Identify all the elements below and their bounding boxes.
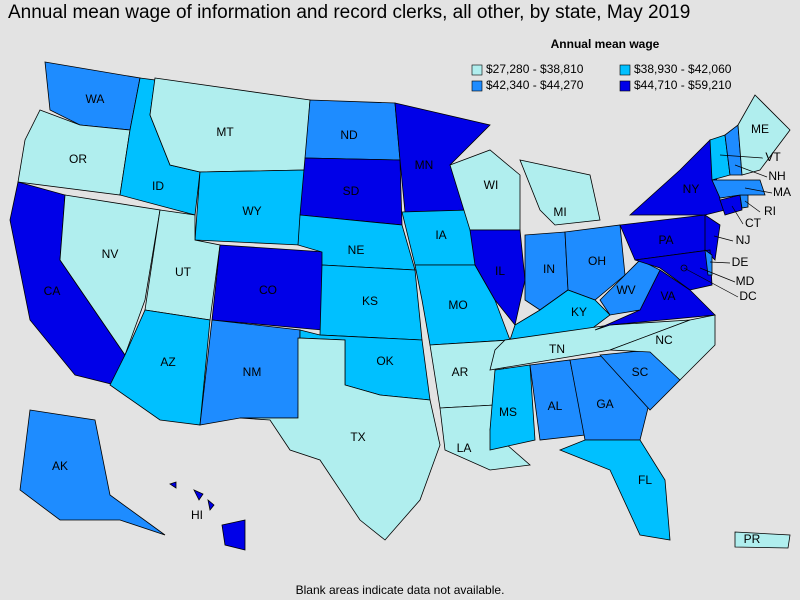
legend-swatch — [619, 64, 631, 76]
state-shape — [193, 489, 204, 501]
state-label: VT — [765, 150, 781, 164]
state-shape — [609, 314, 716, 381]
state-label: MA — [773, 185, 791, 199]
state-label: WV — [616, 283, 635, 297]
state-shape — [734, 531, 791, 549]
leader-line — [744, 200, 761, 213]
state-label: CA — [44, 284, 61, 298]
legend-label: $27,280 - $38,810 — [486, 62, 584, 76]
state-label: WY — [242, 204, 261, 218]
state-shape — [711, 179, 766, 199]
legend-title: Annual mean wage — [551, 37, 660, 51]
leader-line — [734, 164, 768, 178]
footnote: Blank areas indicate data not available. — [296, 583, 505, 597]
state-label: IA — [435, 228, 446, 242]
state-label: UT — [175, 265, 192, 279]
state-label: AZ — [160, 355, 175, 369]
state-label: WA — [86, 92, 105, 106]
state-label: PA — [658, 233, 673, 247]
legend-swatch — [619, 80, 631, 92]
state-label: FL — [638, 473, 652, 487]
state-label: KS — [362, 294, 378, 308]
state-label: OR — [69, 152, 87, 166]
leader-line — [744, 187, 773, 194]
state-label: SC — [632, 365, 649, 379]
state-label: IL — [495, 264, 505, 278]
state-label: MD — [736, 274, 755, 288]
map-title: Annual mean wage of information and reco… — [8, 2, 690, 23]
state-label: NY — [683, 182, 700, 196]
state-shape — [719, 194, 743, 216]
legend-label: $38,930 - $42,060 — [634, 62, 732, 76]
state-label: VA — [660, 289, 675, 303]
state-label: NE — [348, 243, 365, 257]
state-label: DE — [732, 255, 749, 269]
legend-swatch — [471, 64, 483, 76]
state-label: MN — [415, 158, 434, 172]
state-label: MS — [499, 405, 517, 419]
state-shape — [599, 259, 661, 316]
state-label: MI — [553, 205, 566, 219]
state-label: TN — [549, 342, 565, 356]
state-label: ND — [340, 128, 358, 142]
state-label: HI — [191, 508, 203, 522]
state-label: NM — [243, 365, 262, 379]
state-shape — [558, 439, 671, 541]
state-shape — [489, 364, 536, 451]
leader-line — [719, 154, 764, 159]
state-label: ME — [751, 122, 769, 136]
state-label: IN — [543, 262, 555, 276]
state-label: NJ — [736, 233, 751, 247]
state-label: NV — [102, 247, 119, 261]
state-label: CT — [745, 216, 762, 230]
state-label: MT — [216, 125, 234, 139]
state-label: LA — [457, 441, 472, 455]
leader-line — [683, 267, 739, 298]
state-label: AK — [52, 459, 68, 473]
legend-label: $44,710 - $59,210 — [634, 78, 732, 92]
state-shape — [634, 249, 713, 291]
state-shape — [564, 224, 626, 301]
state-shape — [59, 194, 161, 356]
legend-label: $42,340 - $44,270 — [486, 78, 584, 92]
state-label: WI — [484, 178, 499, 192]
state-label: NH — [768, 169, 785, 183]
state-shape — [704, 249, 713, 276]
leader-line — [731, 205, 744, 225]
state-label: RI — [764, 204, 776, 218]
state-label: OK — [376, 354, 393, 368]
state-label: ID — [152, 179, 164, 193]
state-shape — [109, 309, 211, 426]
legend-swatch — [471, 80, 483, 92]
state-shape — [449, 149, 521, 231]
leader-line — [713, 235, 734, 242]
state-shape — [239, 337, 441, 541]
state-shape — [207, 498, 215, 511]
state-shape — [519, 159, 601, 226]
state-label: TX — [350, 430, 365, 444]
state-label: MO — [448, 298, 467, 312]
states — [9, 61, 791, 551]
state-shape — [169, 481, 177, 489]
state-label: SD — [343, 184, 360, 198]
state-label: KY — [571, 305, 587, 319]
leader-line — [709, 261, 731, 264]
state-shape — [221, 519, 246, 551]
state-shape — [737, 94, 791, 176]
state-label: AL — [548, 399, 563, 413]
state-label: PR — [744, 532, 761, 546]
state-label: CO — [259, 283, 277, 297]
state-label: AR — [452, 365, 469, 379]
state-shape — [19, 409, 166, 536]
state-label: OH — [588, 254, 606, 268]
state-label: NC — [655, 333, 673, 347]
leader-line — [699, 267, 736, 283]
state-shape — [704, 214, 721, 261]
state-label: GA — [596, 397, 613, 411]
state-label: DC — [739, 289, 757, 303]
